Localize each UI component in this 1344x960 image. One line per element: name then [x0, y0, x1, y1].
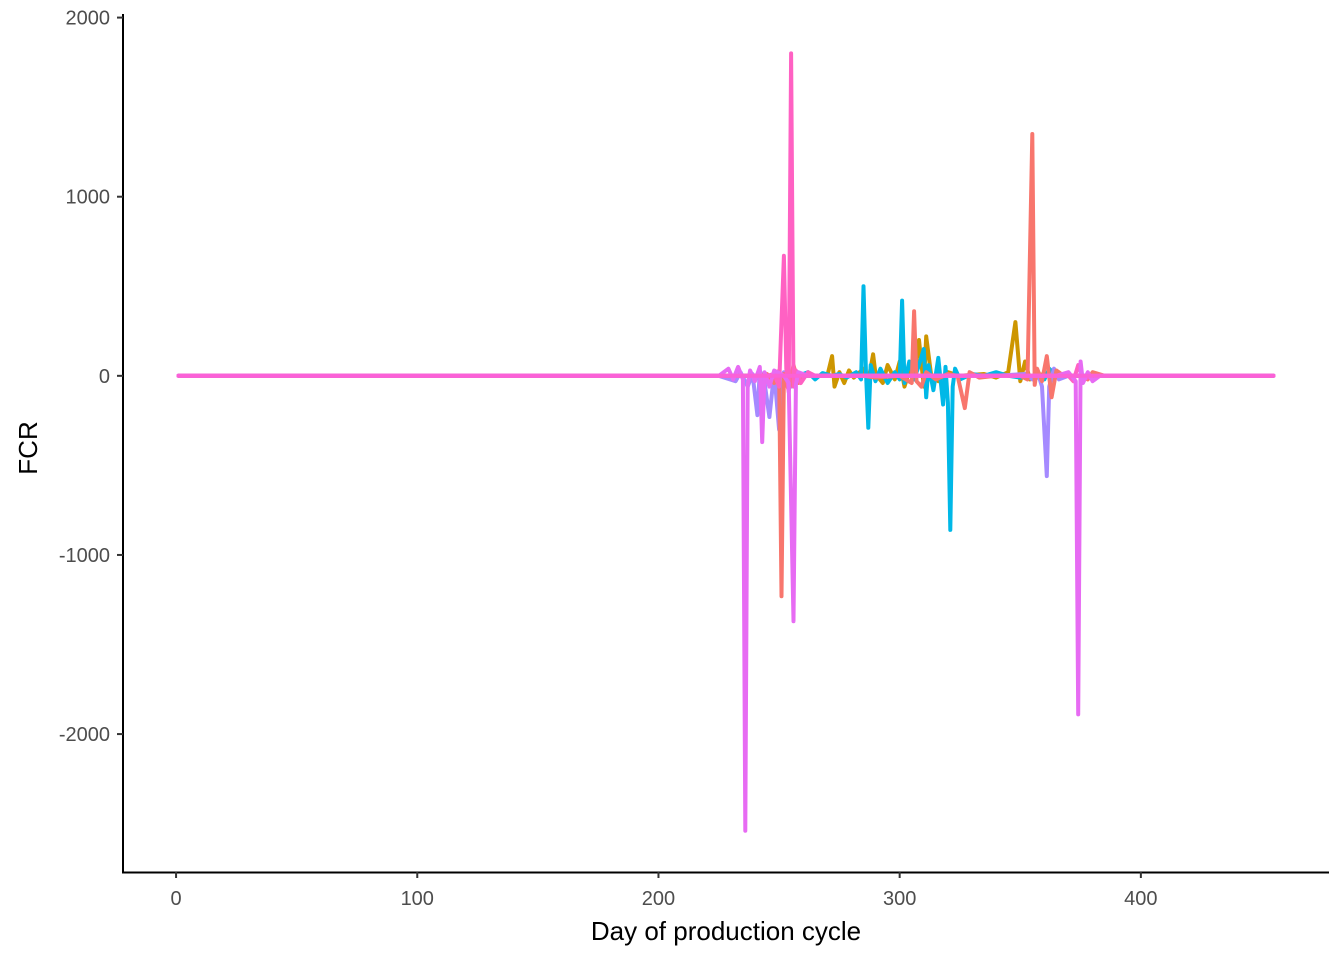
series-line-4: [176, 132, 1276, 599]
x-tick-label: 200: [642, 888, 675, 910]
series-line-5: [176, 51, 1276, 394]
y-tick-label: -1000: [59, 545, 110, 567]
y-tick-label: 0: [99, 366, 110, 388]
axes: [122, 14, 1329, 874]
x-tick-label: 400: [1124, 888, 1157, 910]
y-tick-label: -2000: [59, 724, 110, 746]
series-line-6: [176, 359, 1276, 833]
x-axis-title: Day of production cycle: [591, 916, 861, 946]
x-ticks: 0 100 200 300 400: [171, 872, 1158, 910]
series-line-3: [176, 366, 1276, 479]
series-lines: [176, 51, 1276, 833]
y-tick-label: 1000: [66, 187, 111, 209]
x-tick-label: 0: [171, 888, 182, 910]
y-axis-title: FCR: [13, 421, 43, 474]
y-ticks: -2000 -1000 0 1000 2000: [59, 8, 123, 746]
x-tick-label: 300: [883, 888, 916, 910]
y-tick-label: 2000: [66, 8, 111, 30]
series-line-2: [176, 284, 1276, 532]
x-tick-label: 100: [401, 888, 434, 910]
